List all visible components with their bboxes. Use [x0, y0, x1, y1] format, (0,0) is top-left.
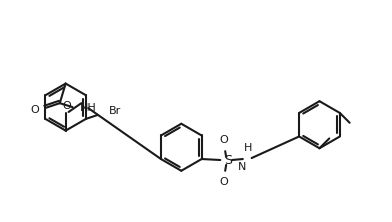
Text: O: O	[31, 105, 39, 115]
Text: O: O	[220, 135, 229, 145]
Text: O: O	[220, 177, 229, 187]
Text: O: O	[62, 101, 71, 111]
Text: S: S	[224, 155, 232, 167]
Text: N: N	[238, 162, 247, 172]
Text: H: H	[243, 143, 252, 153]
Text: Br: Br	[109, 106, 121, 116]
Text: NH: NH	[79, 103, 96, 113]
